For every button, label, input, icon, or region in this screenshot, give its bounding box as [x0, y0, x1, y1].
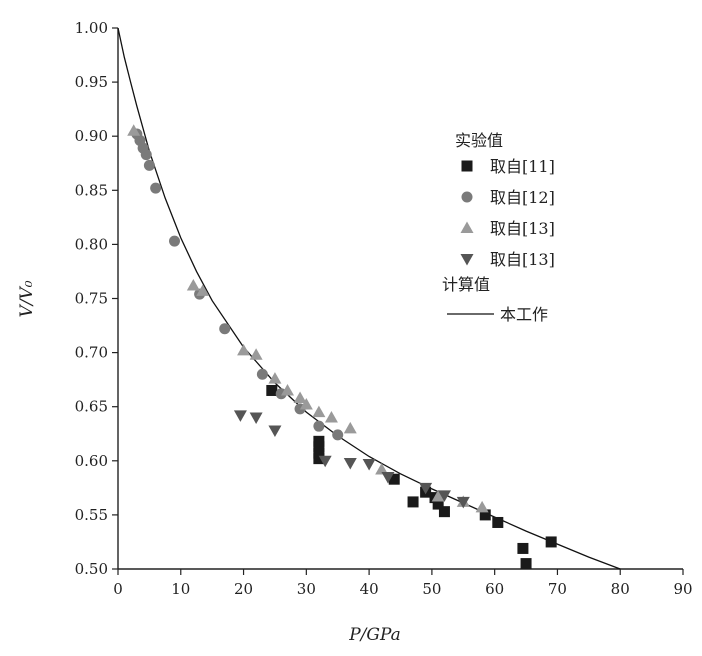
- data-point-circle: [143, 159, 155, 171]
- data-point-triangle-up: [268, 372, 282, 384]
- data-point-circle: [140, 149, 152, 161]
- data-point-square: [479, 509, 491, 521]
- data-point-square: [545, 536, 557, 548]
- legend: 实验值 取自[11] 取自[12] 取自[13] 取自[13] 计算值 本工作: [442, 131, 555, 324]
- y-tick-label: 0.50: [75, 560, 108, 578]
- data-point-triangle-up: [475, 500, 489, 513]
- legend-label: 取自[13]: [490, 250, 555, 269]
- plot-area: 0 10 20 30 40 50 60 70 80 90 0.50 0.55 0.60 0.65 0.70…: [75, 19, 693, 598]
- x-ticks: 0 10 20 30 40 50 60 70 80 90: [113, 569, 693, 598]
- data-point-square: [438, 506, 450, 518]
- y-tick-label: 0.85: [75, 181, 108, 199]
- y-tick-label: 0.55: [75, 506, 108, 524]
- data-point-triangle-down: [381, 472, 395, 484]
- data-point-circle: [150, 182, 162, 194]
- x-tick-label: 30: [297, 580, 316, 598]
- fit-line: [117, 27, 621, 570]
- legend-swatch-square: [461, 160, 473, 172]
- data-point-triangle-up: [312, 405, 326, 418]
- x-tick-label: 20: [234, 580, 253, 598]
- data-point-triangle-up: [343, 421, 357, 434]
- data-point-triangle-up: [196, 284, 210, 296]
- y-tick-label: 0.90: [75, 127, 108, 145]
- data-point-circle: [332, 429, 344, 441]
- data-point-triangle-down: [233, 410, 247, 422]
- legend-title-experimental: 实验值: [455, 131, 503, 150]
- data-point-triangle-down: [362, 459, 376, 471]
- x-tick-label: 0: [113, 580, 123, 598]
- data-point-triangle-up: [375, 462, 389, 475]
- data-point-triangle-down: [419, 482, 433, 495]
- data-point-triangle-down: [456, 496, 470, 509]
- x-tick-label: 60: [485, 580, 504, 598]
- data-point-square: [388, 473, 400, 485]
- y-tick-label: 0.60: [75, 452, 108, 470]
- data-point-square: [313, 453, 325, 465]
- data-markers: [127, 124, 557, 570]
- data-point-square: [517, 542, 529, 554]
- legend-label: 取自[11]: [490, 157, 555, 176]
- x-tick-label: 10: [171, 580, 190, 598]
- data-point-square: [492, 516, 504, 528]
- data-point-square: [313, 441, 325, 453]
- x-axis-title: P/GPa: [348, 625, 401, 645]
- data-point-triangle-up: [281, 383, 294, 396]
- y-axis-title: V/V₀: [17, 280, 37, 317]
- legend-swatch-triangle-down: [460, 254, 474, 266]
- data-point-triangle-down: [437, 490, 451, 502]
- data-point-triangle-up: [431, 490, 445, 502]
- data-point-triangle-up: [293, 391, 307, 404]
- data-point-square: [266, 384, 278, 396]
- data-point-triangle-down: [343, 457, 357, 470]
- legend-title-calculated: 计算值: [442, 275, 490, 294]
- y-tick-label: 1.00: [75, 19, 108, 37]
- legend-label: 取自[13]: [490, 219, 555, 238]
- data-point-triangle-down: [318, 455, 332, 468]
- data-point-triangle-up: [324, 411, 338, 423]
- data-point-circle: [313, 420, 325, 432]
- x-tick-label: 40: [360, 580, 379, 598]
- data-point-square: [520, 558, 532, 570]
- data-point-square: [407, 496, 419, 508]
- y-tick-label: 0.95: [75, 73, 108, 91]
- x-tick-label: 80: [611, 580, 630, 598]
- y-tick-label: 0.80: [75, 235, 108, 253]
- data-point-triangle-up: [186, 279, 200, 291]
- legend-label: 取自[12]: [490, 188, 555, 207]
- data-point-square: [432, 498, 444, 510]
- legend-swatch-triangle-up: [460, 221, 474, 233]
- data-point-circle: [169, 235, 180, 247]
- legend-items: 取自[11] 取自[12] 取自[13] 取自[13]: [460, 157, 555, 269]
- legend-fit-line-label: 本工作: [500, 305, 548, 324]
- data-point-triangle-up: [249, 348, 263, 360]
- x-tick-label: 50: [422, 580, 441, 598]
- x-tick-label: 90: [673, 580, 692, 598]
- y-tick-label: 0.75: [75, 290, 108, 308]
- data-point-circle: [219, 323, 231, 335]
- data-point-triangle-down: [268, 425, 282, 438]
- x-tick-label: 70: [548, 580, 567, 598]
- data-point-triangle-up: [127, 124, 141, 136]
- data-point-circle: [256, 368, 268, 380]
- legend-swatch-circle: [461, 191, 473, 203]
- y-ticks: 0.50 0.55 0.60 0.65 0.70 0.75 0.80 0.85 0.90 0.95…: [75, 19, 118, 578]
- y-tick-label: 0.70: [75, 344, 108, 362]
- y-tick-label: 0.65: [75, 398, 108, 416]
- data-point-triangle-up: [299, 398, 313, 410]
- data-point-triangle-down: [249, 412, 263, 425]
- data-point-triangle-up: [237, 343, 251, 356]
